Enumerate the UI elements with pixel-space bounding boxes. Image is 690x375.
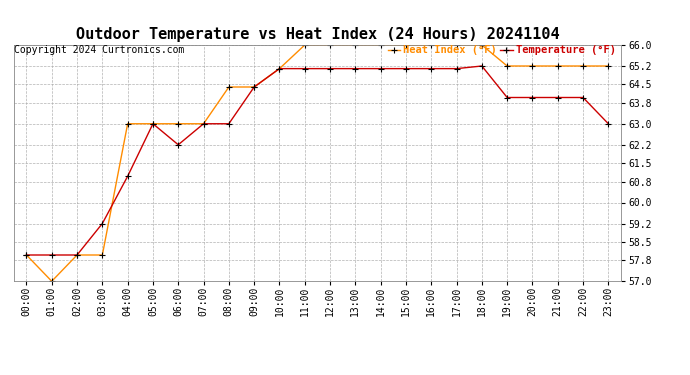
Heat Index (°F)	[22, 253, 30, 257]
Heat Index (°F)	[98, 253, 106, 257]
Temperature (°F)	[326, 66, 334, 71]
Line: Heat Index (°F): Heat Index (°F)	[23, 42, 611, 284]
Temperature (°F)	[275, 66, 284, 71]
Heat Index (°F)	[225, 85, 233, 89]
Heat Index (°F)	[503, 64, 511, 68]
Heat Index (°F)	[199, 122, 208, 126]
Temperature (°F)	[427, 66, 435, 71]
Heat Index (°F)	[275, 66, 284, 71]
Temperature (°F)	[351, 66, 359, 71]
Temperature (°F)	[124, 174, 132, 178]
Heat Index (°F)	[529, 64, 537, 68]
Heat Index (°F)	[427, 43, 435, 47]
Text: Copyright 2024 Curtronics.com: Copyright 2024 Curtronics.com	[14, 45, 184, 55]
Temperature (°F)	[453, 66, 461, 71]
Temperature (°F)	[250, 85, 258, 89]
Temperature (°F)	[73, 253, 81, 257]
Heat Index (°F)	[553, 64, 562, 68]
Heat Index (°F)	[48, 279, 56, 284]
Temperature (°F)	[48, 253, 56, 257]
Heat Index (°F)	[174, 122, 182, 126]
Temperature (°F)	[377, 66, 385, 71]
Temperature (°F)	[225, 122, 233, 126]
Temperature (°F)	[579, 95, 587, 100]
Heat Index (°F)	[149, 122, 157, 126]
Heat Index (°F)	[250, 85, 258, 89]
Temperature (°F)	[199, 122, 208, 126]
Temperature (°F)	[553, 95, 562, 100]
Temperature (°F)	[402, 66, 410, 71]
Heat Index (°F)	[124, 122, 132, 126]
Heat Index (°F)	[73, 253, 81, 257]
Temperature (°F)	[174, 142, 182, 147]
Temperature (°F)	[301, 66, 309, 71]
Heat Index (°F)	[351, 43, 359, 47]
Temperature (°F)	[503, 95, 511, 100]
Temperature (°F)	[529, 95, 537, 100]
Heat Index (°F)	[604, 64, 613, 68]
Temperature (°F)	[604, 122, 613, 126]
Heat Index (°F)	[377, 43, 385, 47]
Line: Temperature (°F): Temperature (°F)	[23, 63, 611, 258]
Heat Index (°F)	[579, 64, 587, 68]
Heat Index (°F)	[477, 43, 486, 47]
Temperature (°F)	[22, 253, 30, 257]
Heat Index (°F)	[326, 43, 334, 47]
Legend: Heat Index (°F), Temperature (°F): Heat Index (°F), Temperature (°F)	[388, 45, 615, 56]
Heat Index (°F)	[301, 43, 309, 47]
Temperature (°F)	[149, 122, 157, 126]
Heat Index (°F)	[453, 43, 461, 47]
Temperature (°F)	[98, 221, 106, 226]
Heat Index (°F)	[402, 43, 410, 47]
Title: Outdoor Temperature vs Heat Index (24 Hours) 20241104: Outdoor Temperature vs Heat Index (24 Ho…	[76, 27, 559, 42]
Temperature (°F)	[477, 64, 486, 68]
